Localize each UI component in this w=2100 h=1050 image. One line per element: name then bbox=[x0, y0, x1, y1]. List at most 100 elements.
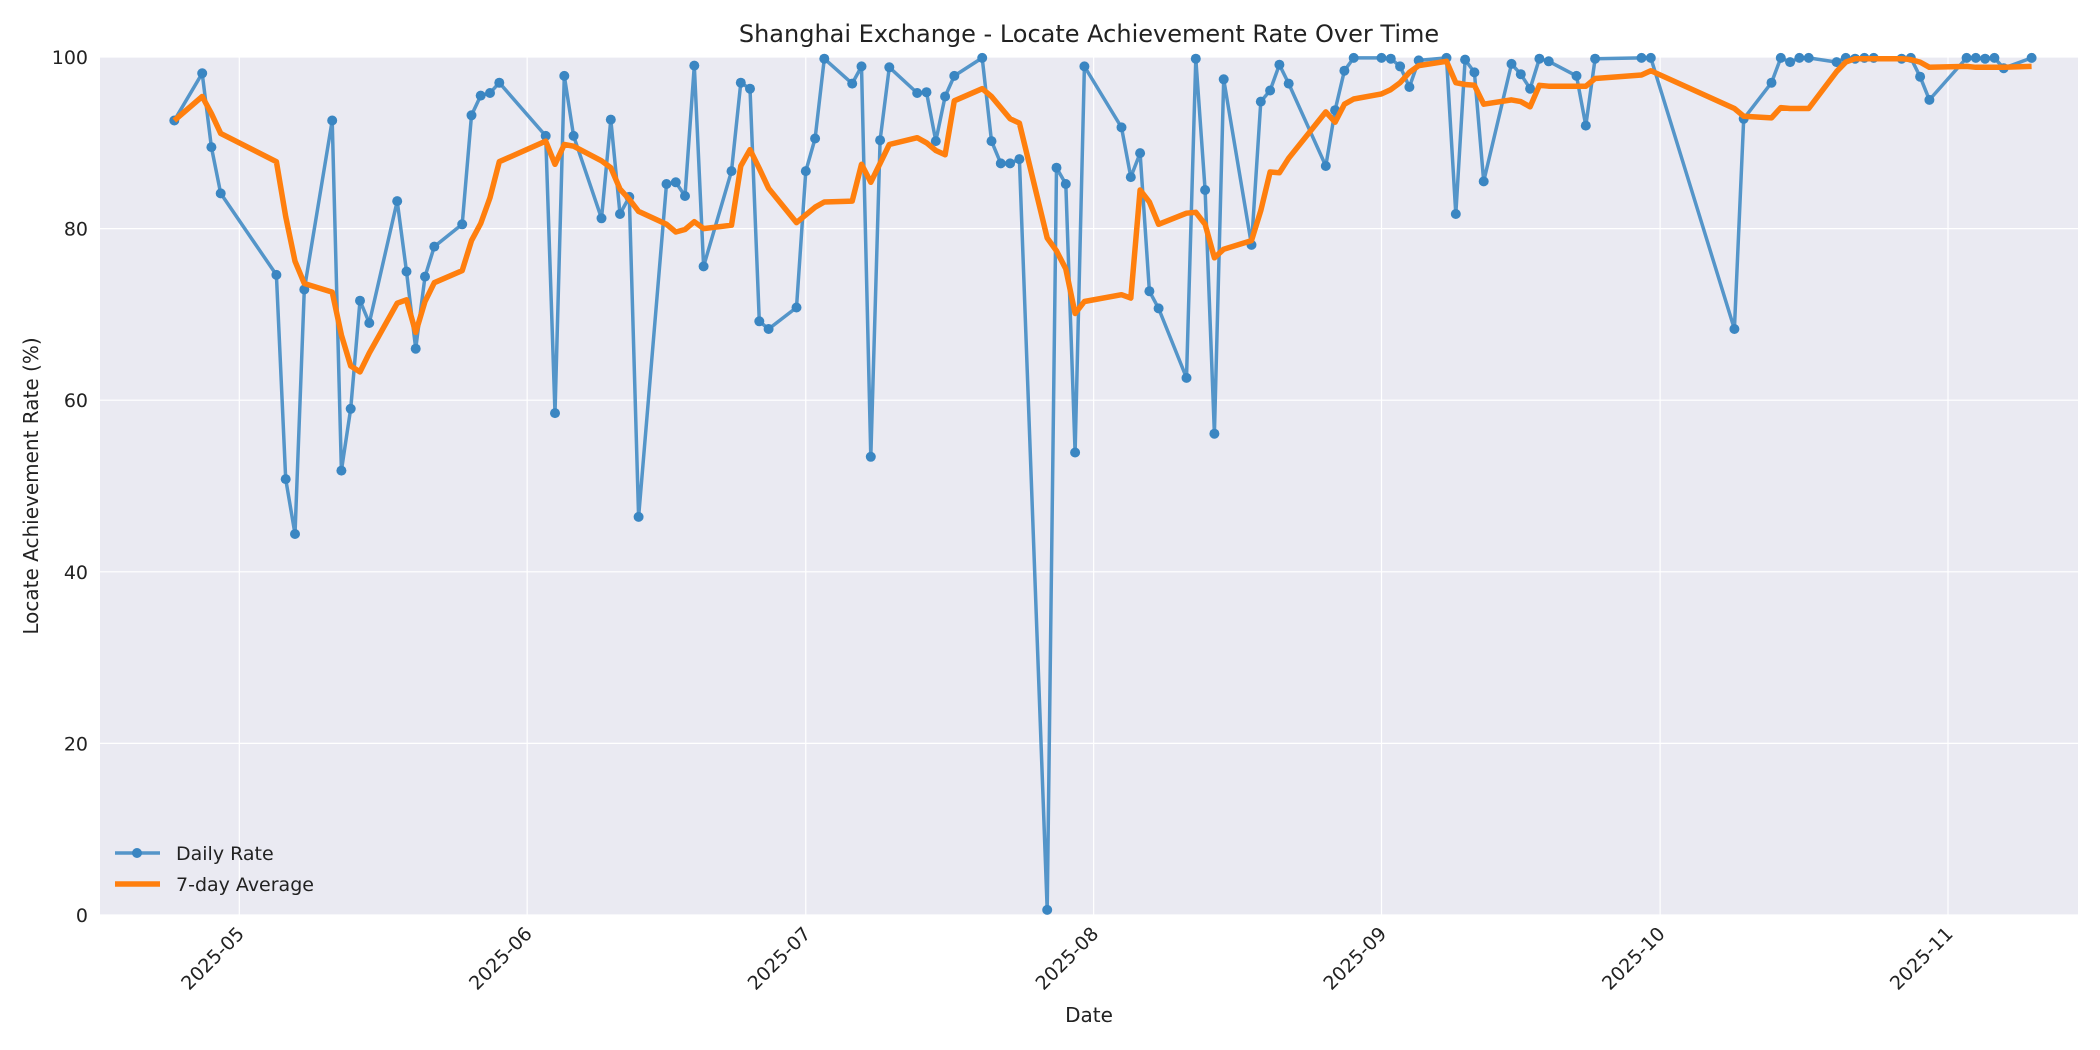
daily-rate-point bbox=[1580, 120, 1591, 131]
daily-rate-point bbox=[800, 166, 811, 177]
x-tick-label: 2025-11 bbox=[1886, 923, 1958, 995]
y-tick-label: 60 bbox=[64, 390, 88, 412]
daily-rate-point bbox=[995, 158, 1006, 169]
series-daily-rate bbox=[169, 52, 2037, 915]
daily-rate-point bbox=[290, 529, 300, 539]
x-tick-label: 2025-09 bbox=[1319, 923, 1391, 995]
x-axis-label: Date bbox=[1065, 1003, 1113, 1027]
daily-rate-point bbox=[1376, 52, 1387, 63]
daily-rate-point bbox=[763, 324, 774, 334]
daily-rate-point bbox=[550, 408, 560, 419]
y-tick-label: 80 bbox=[64, 219, 88, 241]
x-tick-label: 2025-08 bbox=[1031, 923, 1103, 995]
daily-rate-point bbox=[661, 179, 672, 189]
daily-rate-point bbox=[745, 83, 755, 94]
daily-rate-point bbox=[689, 60, 700, 71]
daily-rate-point bbox=[810, 133, 821, 144]
daily-rate-point bbox=[940, 91, 951, 102]
daily-rate-point bbox=[1543, 56, 1554, 67]
daily-rate-point bbox=[1135, 148, 1146, 159]
daily-rate-point bbox=[1729, 324, 1740, 334]
daily-rate-point bbox=[475, 90, 486, 101]
daily-rate-point bbox=[1450, 209, 1461, 219]
daily-rate-point bbox=[912, 88, 923, 98]
daily-rate-point bbox=[1200, 185, 1211, 195]
daily-rate-point bbox=[540, 130, 551, 141]
y-axis-ticks: 0 20 40 60 80 100 bbox=[52, 47, 88, 927]
daily-rate-point bbox=[921, 87, 932, 98]
daily-rate-point bbox=[1385, 53, 1396, 64]
daily-rate-point bbox=[1116, 122, 1127, 133]
daily-rate-point bbox=[280, 474, 291, 485]
daily-rate-point bbox=[1645, 52, 1656, 63]
daily-rate-point bbox=[1079, 61, 1090, 72]
daily-rate-point bbox=[485, 88, 495, 98]
daily-rate-point bbox=[568, 130, 579, 141]
daily-rate-point bbox=[1989, 52, 2000, 63]
daily-rate-point bbox=[930, 136, 941, 147]
daily-rate-point bbox=[1803, 52, 1814, 63]
daily-rate-point bbox=[420, 271, 430, 282]
daily-rate-point bbox=[1404, 82, 1415, 92]
daily-rate-point bbox=[1181, 372, 1192, 383]
average-line bbox=[172, 55, 2032, 375]
daily-rate-point bbox=[1766, 77, 1777, 88]
daily-rate-point bbox=[1961, 52, 1972, 63]
daily-rate-point bbox=[605, 114, 616, 125]
daily-rate-point bbox=[392, 196, 403, 207]
daily-rate-point bbox=[1125, 172, 1136, 183]
daily-rate-point bbox=[1348, 52, 1359, 63]
daily-rate-point bbox=[1005, 158, 1016, 169]
daily-rate-point bbox=[336, 465, 347, 476]
daily-rate-point bbox=[884, 62, 895, 73]
daily-rate-point bbox=[1478, 176, 1489, 187]
daily-rate-point bbox=[197, 68, 208, 79]
daily-rate-point bbox=[596, 213, 607, 224]
daily-rate-point bbox=[364, 318, 375, 328]
daily-rate-point bbox=[1534, 53, 1545, 64]
legend-daily-marker bbox=[132, 848, 142, 858]
daily-rate-point bbox=[271, 269, 282, 280]
daily-rate-point bbox=[1014, 154, 1025, 165]
daily-rate-point bbox=[977, 52, 988, 63]
daily-rate-point bbox=[949, 70, 960, 81]
daily-rate-point bbox=[735, 77, 746, 88]
daily-rate-point bbox=[1051, 162, 1062, 173]
daily-rate-point bbox=[466, 110, 477, 121]
daily-rate-point bbox=[1218, 74, 1229, 85]
daily-rate-point bbox=[1274, 59, 1285, 70]
x-tick-label: 2025-10 bbox=[1598, 923, 1670, 995]
daily-rate-point bbox=[494, 77, 505, 88]
daily-rate-point bbox=[355, 295, 365, 306]
chart-title: Shanghai Exchange - Locate Achievement R… bbox=[739, 20, 1439, 48]
y-tick-label: 40 bbox=[64, 562, 88, 584]
series-7-day-average bbox=[172, 55, 2032, 375]
daily-rate-point bbox=[819, 53, 830, 64]
daily-rate-point bbox=[559, 70, 570, 81]
daily-rate-point bbox=[1395, 61, 1406, 72]
x-tick-label: 2025-05 bbox=[177, 923, 249, 995]
daily-rate-point bbox=[856, 61, 867, 72]
daily-rate-point bbox=[754, 316, 765, 327]
daily-rate-point bbox=[1980, 53, 1991, 64]
daily-rate-point bbox=[1785, 57, 1796, 68]
daily-rate-point bbox=[1209, 428, 1220, 439]
daily-rate-point bbox=[1460, 54, 1471, 65]
daily-rate-point bbox=[1190, 53, 1201, 64]
daily-rate-point bbox=[1915, 71, 1926, 82]
daily-rate-point bbox=[1469, 67, 1480, 78]
legend-avg-label: 7-day Average bbox=[176, 874, 314, 896]
daily-rate-point bbox=[698, 261, 709, 272]
daily-rate-point bbox=[1070, 447, 1081, 458]
daily-rate-point bbox=[680, 191, 690, 201]
daily-rate-point bbox=[327, 115, 338, 126]
daily-rate-point bbox=[1339, 65, 1350, 76]
daily-rate-point bbox=[1636, 52, 1647, 63]
daily-rate-point bbox=[1970, 52, 1981, 63]
daily-rate-point bbox=[1265, 85, 1276, 96]
x-axis-ticks: 2025-05 2025-06 2025-07 2025-08 2025-09 2025-… bbox=[177, 923, 1957, 995]
daily-rate-point bbox=[791, 302, 802, 313]
daily-rate-point bbox=[401, 266, 412, 277]
daily-rate-point bbox=[1525, 83, 1536, 94]
